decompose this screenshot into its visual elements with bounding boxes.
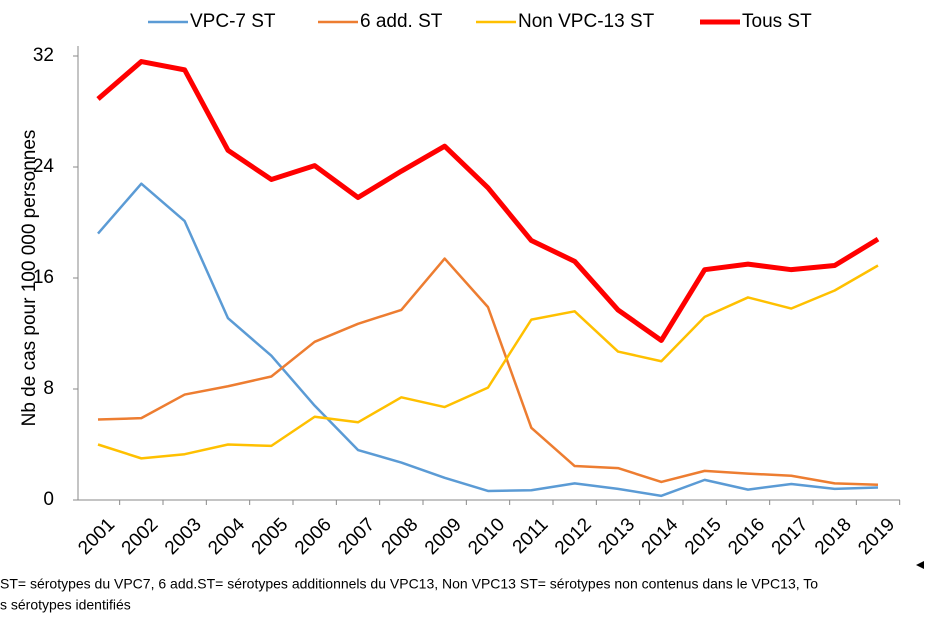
y-tick-label: 32 bbox=[33, 45, 54, 66]
x-tick-label: 2011 bbox=[509, 514, 553, 558]
x-tick-label: 2017 bbox=[768, 514, 813, 559]
y-axis-label: Nb de cas pour 100 000 personnes bbox=[19, 130, 40, 427]
x-tick-label: 2016 bbox=[724, 514, 769, 559]
series-line bbox=[97, 257, 879, 486]
x-tick-label: 2003 bbox=[161, 514, 206, 559]
y-tick-label: 8 bbox=[43, 378, 54, 399]
x-tick-label: 2019 bbox=[854, 514, 899, 559]
x-tick-label: 2006 bbox=[291, 514, 336, 559]
legend-label: VPC-7 ST bbox=[190, 11, 276, 32]
arrow-icon bbox=[916, 561, 924, 569]
y-tick-label: 16 bbox=[33, 267, 54, 288]
x-tick-label: 2012 bbox=[551, 514, 596, 559]
x-tick-label: 2018 bbox=[811, 514, 856, 559]
x-tick-label: 2004 bbox=[204, 514, 249, 559]
y-tick-label: 0 bbox=[43, 489, 54, 510]
y-tick-label: 24 bbox=[33, 156, 55, 177]
legend-label: 6 add. ST bbox=[360, 11, 443, 32]
series-line bbox=[97, 182, 879, 498]
x-tick-label: 2009 bbox=[421, 514, 466, 559]
x-tick-label: 2007 bbox=[334, 514, 379, 559]
series-line bbox=[97, 264, 879, 460]
x-tick-label: 2008 bbox=[378, 514, 423, 559]
footnote: ST= sérotypes du VPC7, 6 add.ST= sérotyp… bbox=[0, 576, 818, 592]
x-tick-label: 2002 bbox=[118, 514, 163, 559]
x-tick-label: 2010 bbox=[464, 514, 509, 559]
x-tick-label: 2015 bbox=[681, 514, 726, 559]
legend-label: Tous ST bbox=[742, 11, 812, 32]
series-line bbox=[96, 59, 880, 343]
legend-label: Non VPC-13 ST bbox=[518, 11, 655, 32]
footnote: s sérotypes identifiés bbox=[0, 597, 131, 613]
x-tick-label: 2014 bbox=[638, 514, 683, 559]
x-tick-label: 2001 bbox=[74, 514, 119, 559]
x-tick-label: 2005 bbox=[248, 514, 293, 559]
x-tick-label: 2013 bbox=[594, 514, 639, 559]
